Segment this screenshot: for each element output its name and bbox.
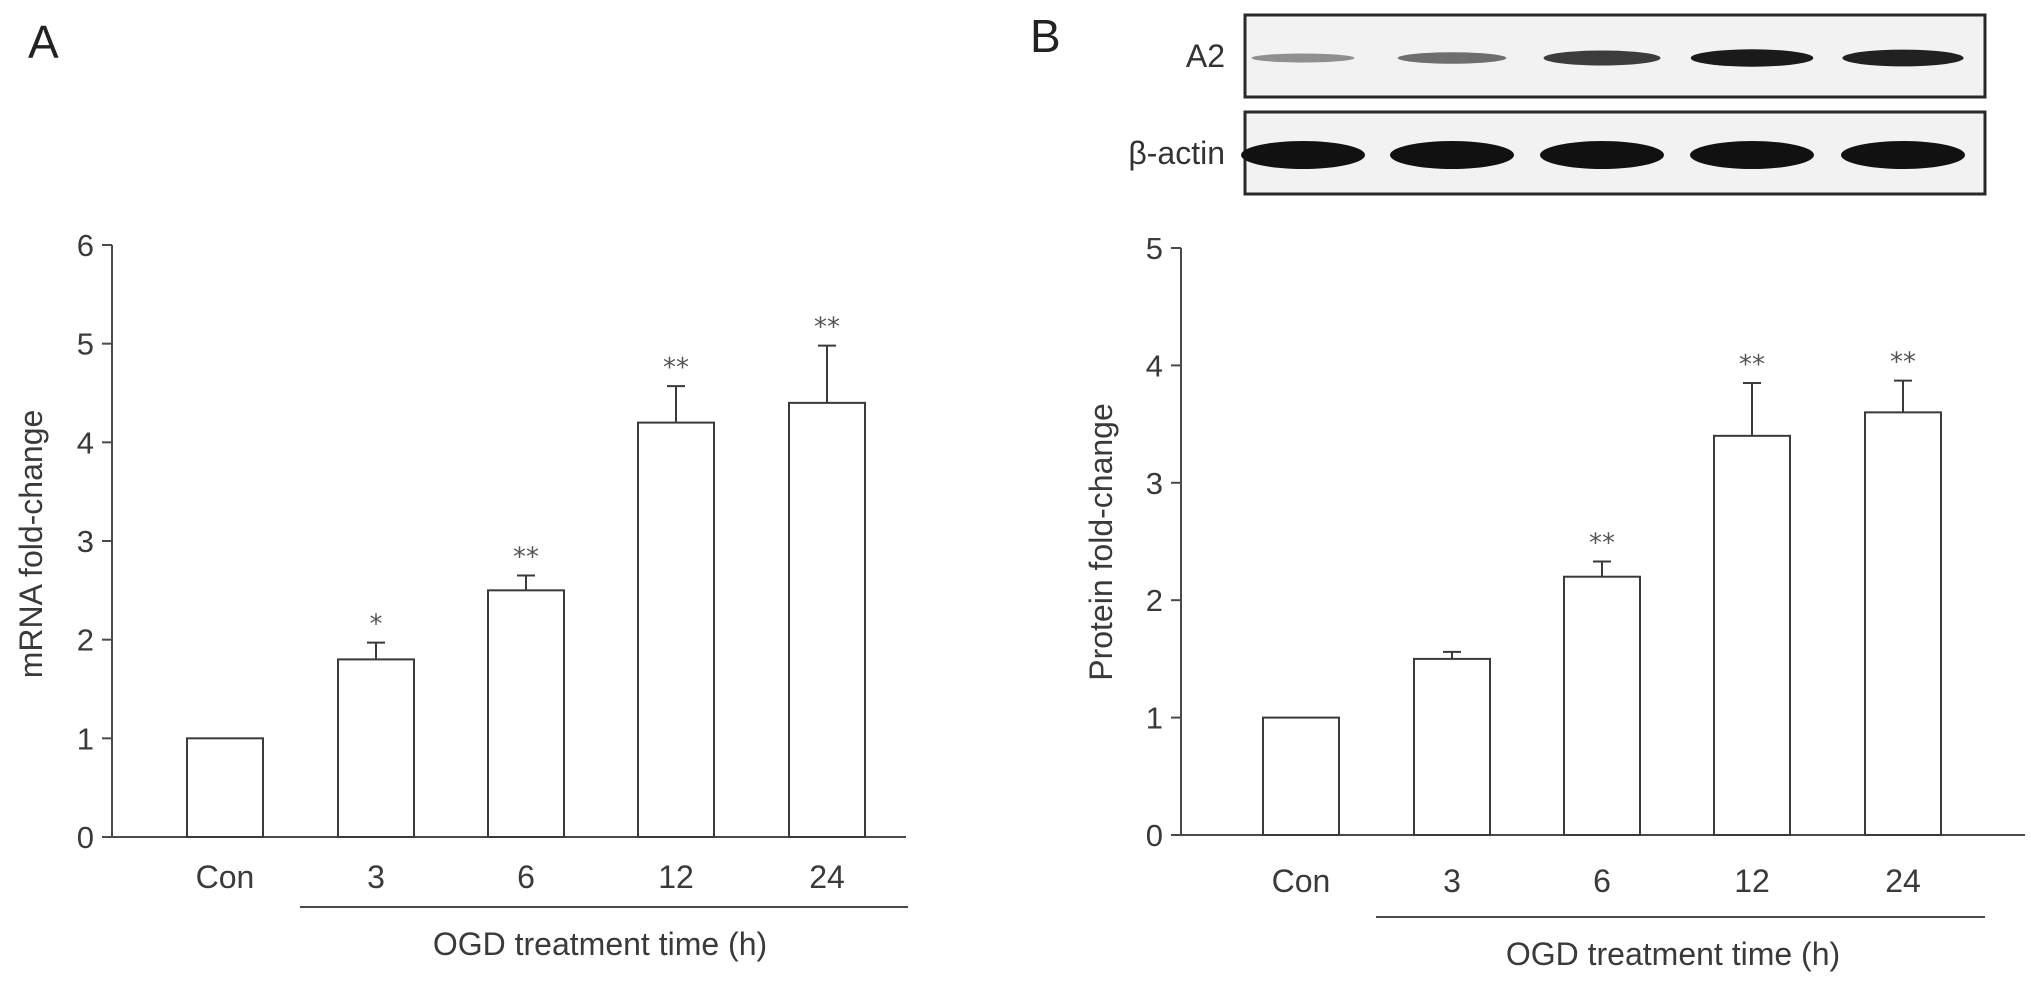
western-blot: A2 β-actin [1128, 13, 1987, 196]
y-tick-label-a: 2 [77, 623, 94, 658]
y-tick-label-b: 0 [1146, 818, 1163, 853]
x-tick-label-a-Con: Con [196, 859, 255, 895]
chart-b: Protein fold-change OGD treatment time (… [1083, 231, 2025, 972]
x-axis-title-a: OGD treatment time (h) [433, 926, 767, 962]
x-tick-label-b-3: 3 [1443, 863, 1461, 899]
blot-band [1390, 141, 1514, 169]
x-tick-label-b-12: 12 [1734, 863, 1770, 899]
y-tick-label-a: 1 [77, 721, 94, 756]
blot-band [1842, 49, 1964, 67]
y-tick-label-a: 4 [77, 425, 94, 460]
significance-marker-a-12: ** [663, 353, 689, 383]
blot-band [1241, 141, 1365, 169]
bar-a-Con [186, 737, 264, 838]
bar-a-3 [337, 658, 415, 839]
bar-a-12 [637, 421, 715, 838]
x-tick-label-a-3: 3 [367, 859, 385, 895]
significance-marker-b-24: ** [1890, 348, 1916, 378]
y-tick-label-b: 5 [1146, 231, 1163, 266]
bar-a-24 [788, 401, 866, 838]
significance-marker-a-6: ** [513, 543, 539, 573]
blot-row-label: A2 [1186, 38, 1225, 74]
y-axis-title-a: mRNA fold-change [13, 410, 49, 679]
blot-band [1543, 50, 1661, 66]
y-tick-label-a: 5 [77, 327, 94, 362]
significance-marker-a-24: ** [814, 313, 840, 343]
blot-band [1690, 141, 1814, 169]
blot-band [1690, 49, 1814, 67]
y-tick-label-b: 2 [1146, 583, 1163, 618]
blot-band [1397, 52, 1507, 64]
panel-label-b: B [1030, 10, 1061, 62]
blot-band [1841, 141, 1965, 169]
significance-marker-b-6: ** [1589, 528, 1615, 558]
bar-a-6 [487, 589, 565, 838]
x-tick-label-a-6: 6 [517, 859, 535, 895]
y-tick-label-a: 3 [77, 524, 94, 559]
significance-marker-a-3: * [370, 610, 383, 640]
bar-b-Con [1262, 716, 1340, 836]
y-tick-label-a: 0 [77, 820, 94, 855]
bar-b-3 [1413, 657, 1491, 837]
bar-b-24 [1864, 411, 1942, 836]
blot-row-label: β-actin [1128, 135, 1225, 171]
y-tick-label-b: 1 [1146, 701, 1163, 736]
significance-marker-b-12: ** [1739, 350, 1765, 380]
y-axis-title-b: Protein fold-change [1083, 403, 1119, 681]
y-tick-label-a: 6 [77, 228, 94, 263]
x-tick-label-b-24: 24 [1885, 863, 1921, 899]
x-tick-label-b-6: 6 [1593, 863, 1611, 899]
chart-a: mRNA fold-change OGD treatment time (h) … [13, 228, 908, 962]
x-axis-title-b: OGD treatment time (h) [1506, 936, 1840, 972]
panel-label-a: A [28, 16, 59, 68]
x-tick-label-b-Con: Con [1272, 863, 1331, 899]
y-tick-label-b: 4 [1146, 348, 1163, 383]
x-tick-label-a-12: 12 [658, 859, 694, 895]
x-tick-label-a-24: 24 [809, 859, 845, 895]
blot-band [1540, 141, 1664, 169]
blot-band [1251, 53, 1355, 63]
bar-b-6 [1563, 575, 1641, 836]
bar-b-12 [1713, 434, 1791, 836]
y-tick-label-b: 3 [1146, 466, 1163, 501]
